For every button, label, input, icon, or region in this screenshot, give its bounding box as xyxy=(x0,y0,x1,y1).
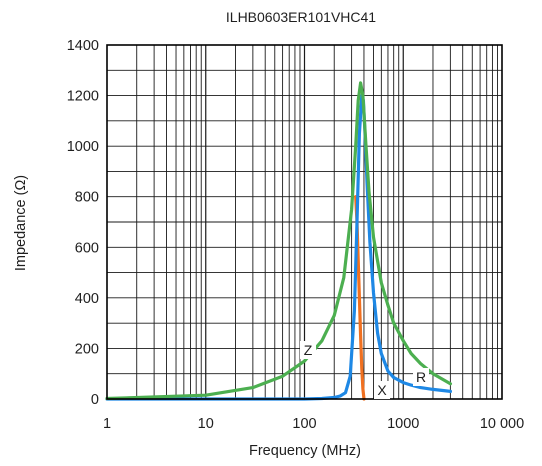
y-tick-label: 800 xyxy=(75,190,99,206)
y-tick-label: 1400 xyxy=(67,38,99,54)
series-labels: Z R X xyxy=(300,341,429,399)
plot-frame xyxy=(106,44,503,400)
y-tick-label: 0 xyxy=(91,392,99,408)
x-tick-label: 100 xyxy=(292,416,316,432)
y-axis-label: Impedance (Ω) xyxy=(13,175,29,271)
series-label-box xyxy=(374,381,390,399)
y-tick-label: 1200 xyxy=(67,89,99,105)
series-group xyxy=(105,81,452,401)
series-label-box xyxy=(300,341,316,359)
y-tick-label: 400 xyxy=(75,291,99,307)
x-axis-ticks: 1 10 100 1000 10 000 xyxy=(103,416,524,432)
y-axis-ticks: 0 200 400 600 800 1000 1200 1400 xyxy=(67,38,99,408)
series-label-x: X xyxy=(377,382,387,398)
y-tick-label: 600 xyxy=(75,240,99,256)
x-tick-label: 1000 xyxy=(387,416,419,432)
series-label-box xyxy=(413,368,429,386)
y-tick-label: 1000 xyxy=(67,139,99,155)
x-tick-label: 10 000 xyxy=(480,416,524,432)
series-label-r: R xyxy=(416,369,426,385)
y-tick-label: 200 xyxy=(75,341,99,357)
x-tick-label: 1 xyxy=(103,416,111,432)
series-label-z: Z xyxy=(304,342,313,358)
grid xyxy=(107,44,502,400)
chart-title: ILHB0603ER101VHC41 xyxy=(226,9,376,25)
series-line-z xyxy=(105,81,452,401)
x-axis-label: Frequency (MHz) xyxy=(249,443,361,459)
x-tick-label: 10 xyxy=(198,416,214,432)
